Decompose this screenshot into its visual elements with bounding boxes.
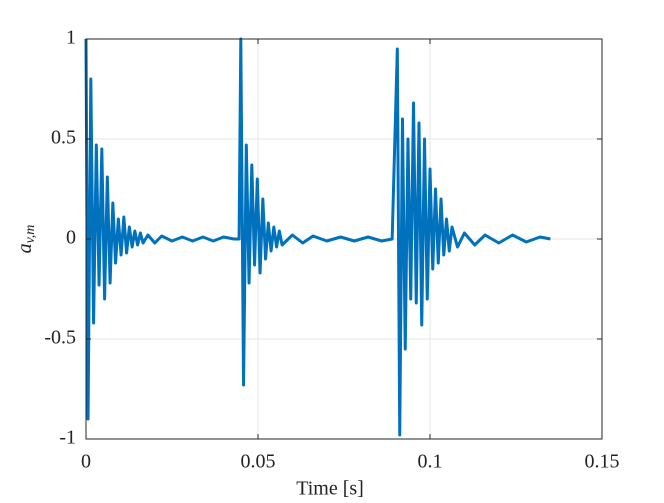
x-tick-label: 0 (81, 451, 91, 473)
plot (84, 37, 551, 437)
y-tick-label: -0.5 (44, 327, 76, 349)
x-tick-label: 0.05 (241, 451, 276, 473)
y-axis-label: av,m (14, 225, 39, 254)
x-axis-label: Time [s] (296, 478, 364, 500)
x-tick-label: 0.1 (418, 451, 443, 473)
y-axis-label-subscript: v,m (23, 225, 38, 244)
ticks: -1 -0.5 0 0.5 1 0 0.05 0.1 0.15 (44, 27, 619, 473)
y-tick-label: -1 (59, 427, 76, 449)
data-line (84, 37, 551, 437)
y-tick-label: 0 (66, 227, 76, 249)
x-tick-label: 0.15 (585, 451, 620, 473)
y-tick-label: 0.5 (51, 127, 76, 149)
y-tick-label: 1 (66, 27, 76, 49)
y-axis-label-base: a (14, 243, 36, 253)
